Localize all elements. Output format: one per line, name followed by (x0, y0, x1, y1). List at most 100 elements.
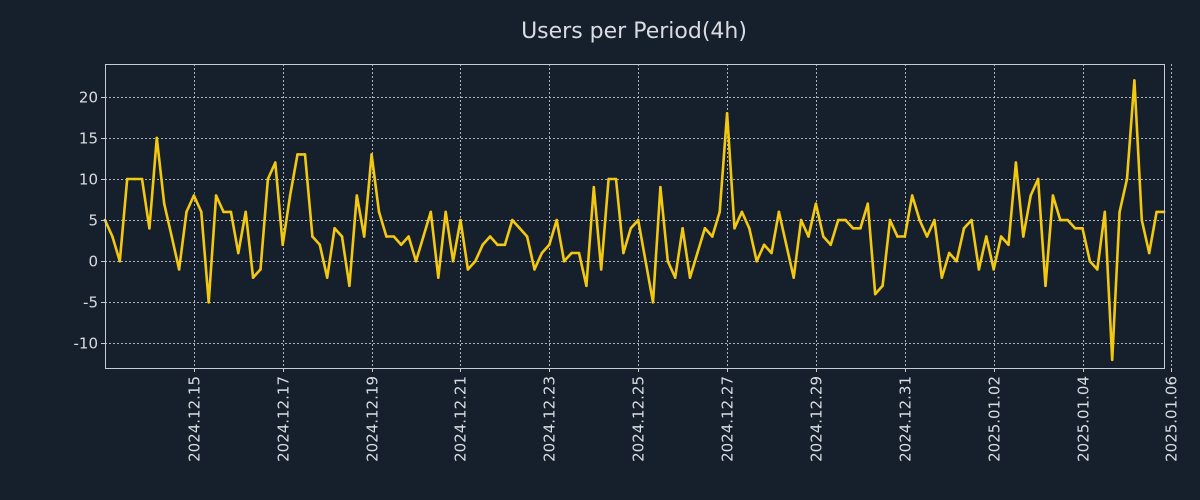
data-point (1140, 218, 1144, 222)
x-tick-label: 2024.12.31 (897, 376, 915, 462)
x-axis: 2024.12.15 2024.12.17 2024.12.19 2024.12.21… (186, 368, 1181, 462)
data-point (888, 218, 892, 222)
data-point (822, 235, 825, 238)
data-point (673, 276, 677, 279)
data-point (533, 268, 536, 271)
data-point (466, 268, 470, 271)
x-tick-label: 2024.12.21 (452, 376, 470, 462)
data-point (1155, 210, 1158, 214)
data-point (859, 227, 862, 230)
data-point (777, 210, 781, 214)
data-point (718, 210, 721, 214)
chart-title: Users per Period(4h) (521, 19, 747, 44)
data-point (1081, 227, 1084, 230)
data-point (555, 218, 558, 222)
data-point (200, 210, 203, 214)
data-point (1073, 227, 1077, 230)
data-point (985, 235, 988, 238)
data-point (444, 210, 448, 214)
data-point (459, 218, 462, 222)
x-tick-label: 2024.12.19 (364, 376, 382, 462)
data-point (111, 235, 114, 238)
data-point (733, 227, 736, 230)
data-point (118, 259, 122, 263)
data-point (585, 284, 588, 288)
data-point (696, 251, 699, 255)
data-point (488, 235, 492, 238)
data-point (518, 227, 521, 230)
data-point (799, 218, 803, 222)
data-point (392, 235, 396, 238)
data-point (755, 259, 758, 263)
data-point (725, 112, 729, 115)
data-point (807, 235, 810, 238)
data-point (829, 243, 832, 247)
data-point (333, 227, 336, 230)
data-point (451, 259, 455, 263)
data-point (1066, 218, 1069, 222)
data-point (1014, 161, 1018, 164)
data-point (399, 243, 403, 247)
data-point (481, 243, 485, 247)
data-point (1110, 358, 1114, 362)
y-tick-label: -10 (74, 335, 99, 353)
data-point (140, 177, 144, 181)
data-point (414, 259, 418, 263)
data-point (866, 202, 870, 205)
data-point (592, 185, 596, 189)
data-point (577, 251, 581, 255)
data-point (999, 235, 1003, 238)
data-point (222, 210, 225, 214)
data-point (622, 251, 625, 255)
data-point (1088, 259, 1092, 263)
data-point (970, 218, 973, 222)
data-point (629, 227, 633, 230)
data-point (681, 227, 684, 230)
data-point (251, 276, 255, 279)
data-point (918, 218, 921, 222)
series-layer (103, 79, 1166, 362)
data-point (599, 268, 603, 271)
data-point (644, 259, 647, 263)
data-point (636, 218, 640, 222)
data-point (1096, 268, 1099, 271)
data-point (125, 177, 129, 181)
data-point (407, 235, 410, 238)
data-point (429, 210, 433, 214)
data-point (377, 210, 381, 214)
data-point (525, 235, 529, 238)
x-tick-label: 2025.01.02 (986, 376, 1004, 462)
data-point (659, 185, 662, 189)
data-point (266, 177, 270, 181)
data-point (422, 235, 425, 238)
data-point (362, 235, 366, 238)
data-point (340, 235, 344, 238)
data-point (703, 227, 707, 230)
data-point (614, 177, 618, 181)
data-point (511, 218, 514, 222)
data-point (148, 227, 151, 230)
y-tick-label: 0 (88, 253, 98, 271)
data-point (229, 210, 233, 214)
data-point (925, 235, 929, 238)
data-point (814, 202, 818, 205)
data-point (303, 153, 307, 156)
data-point (792, 276, 795, 279)
data-point (851, 227, 855, 230)
data-point (666, 259, 670, 263)
data-point (207, 301, 210, 304)
data-point (748, 227, 751, 230)
data-point (318, 243, 322, 247)
data-point (992, 268, 995, 271)
data-point (962, 227, 966, 230)
x-tick-label: 2024.12.17 (275, 376, 293, 462)
data-point (711, 235, 714, 238)
data-point (1044, 284, 1047, 288)
data-point (844, 218, 847, 222)
x-tick-label: 2024.12.15 (186, 376, 204, 462)
data-point (1103, 210, 1107, 214)
data-point (385, 235, 388, 238)
data-point (348, 284, 351, 288)
data-point (977, 268, 981, 271)
